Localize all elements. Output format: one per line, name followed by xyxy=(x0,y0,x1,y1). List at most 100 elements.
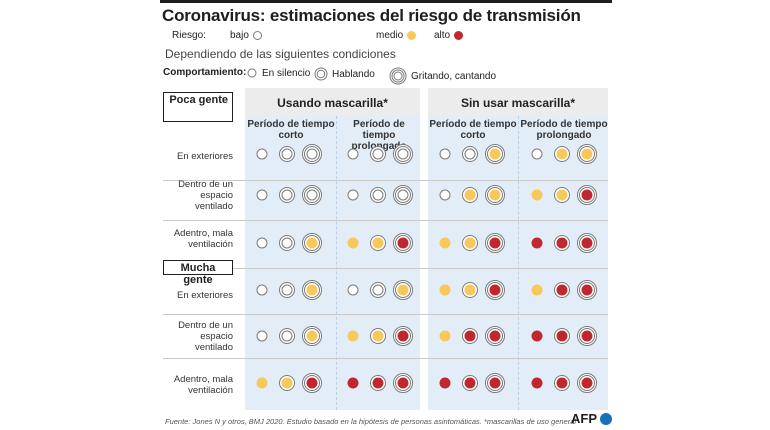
risk-dot xyxy=(439,377,451,389)
risk-level-dot xyxy=(372,189,384,201)
behavior-talking-label: Hablando xyxy=(332,68,375,80)
risk-level-dot xyxy=(439,377,451,389)
risk-dot xyxy=(393,233,413,253)
risk-level-dot xyxy=(347,148,359,160)
risk-level-dot xyxy=(372,377,384,389)
risk-dot xyxy=(531,237,543,249)
risk-level-dot xyxy=(306,148,318,160)
risk-level-dot xyxy=(531,148,543,160)
risk-dot xyxy=(347,377,359,389)
risk-dot xyxy=(577,185,597,205)
risk-level-dot xyxy=(464,237,476,249)
block-label-few-people: Poca gente xyxy=(163,92,233,122)
risk-level-dot xyxy=(397,284,409,296)
risk-level-dot xyxy=(439,284,451,296)
risk-level-dot xyxy=(439,237,451,249)
risk-dot xyxy=(302,144,322,164)
risk-level-dot xyxy=(556,148,568,160)
risk-dot xyxy=(462,235,478,251)
risk-dot xyxy=(577,233,597,253)
risk-level-dot xyxy=(306,237,318,249)
row-label: En exteriores xyxy=(177,151,233,162)
risk-level-dot xyxy=(256,377,268,389)
risk-level-dot xyxy=(531,377,543,389)
risk-level-dot xyxy=(464,330,476,342)
risk-level-dot xyxy=(489,237,501,249)
risk-dot xyxy=(256,284,268,296)
risk-dot xyxy=(577,373,597,393)
risk-dot xyxy=(256,377,268,389)
risk-level-dot xyxy=(556,377,568,389)
risk-dot xyxy=(279,375,295,391)
risk-dot xyxy=(462,282,478,298)
risk-level-dot xyxy=(489,189,501,201)
risk-level-dot xyxy=(439,189,451,201)
risk-table: Poca gente Mucha gente Usando mascarilla… xyxy=(163,88,608,410)
risk-level-dot xyxy=(581,284,593,296)
risk-dot xyxy=(531,377,543,389)
divider-no-mask xyxy=(518,116,519,410)
risk-dot xyxy=(439,284,451,296)
risk-medium-label: medio xyxy=(376,30,404,41)
risk-dot xyxy=(439,148,451,160)
risk-level-dot xyxy=(372,284,384,296)
risk-level-dot xyxy=(256,148,268,160)
row-divider xyxy=(163,358,608,359)
agency-logo: AFP xyxy=(571,411,613,426)
risk-level-dot xyxy=(439,330,451,342)
risk-level-dot xyxy=(256,189,268,201)
risk-dot xyxy=(554,187,570,203)
risk-dot xyxy=(347,330,359,342)
risk-level-dot xyxy=(306,284,318,296)
risk-level-dot xyxy=(556,189,568,201)
risk-legend-item-medium: medio xyxy=(376,30,417,41)
row-divider xyxy=(163,220,608,221)
chart-title: Coronavirus: estimaciones del riesgo de … xyxy=(162,6,581,25)
risk-level-dot xyxy=(531,189,543,201)
risk-dot xyxy=(347,284,359,296)
risk-legend-label: Riesgo: xyxy=(172,30,206,41)
period-short-no-mask: Período de tiempo corto xyxy=(429,119,517,141)
risk-dot xyxy=(554,235,570,251)
row-label: Adentro, mala ventilación xyxy=(173,374,233,396)
risk-dot xyxy=(554,146,570,162)
risk-dot xyxy=(370,328,386,344)
header-bg-no-mask xyxy=(428,88,608,116)
risk-dot xyxy=(256,330,268,342)
risk-dot xyxy=(554,328,570,344)
risk-level-dot xyxy=(256,284,268,296)
behavior-silent: En silencio xyxy=(246,67,310,79)
risk-dot xyxy=(256,237,268,249)
risk-legend-item-low: bajo xyxy=(230,30,262,41)
risk-level-dot xyxy=(281,148,293,160)
risk-dot xyxy=(485,144,505,164)
block-label-many-people: Mucha gente xyxy=(163,260,233,286)
row-label: Dentro de un espacio ventilado xyxy=(178,320,233,353)
risk-dot xyxy=(485,233,505,253)
risk-dot xyxy=(279,328,295,344)
period-long-no-mask: Período de tiempo prolongado xyxy=(520,119,608,141)
risk-level-dot xyxy=(581,330,593,342)
risk-dot xyxy=(302,280,322,300)
risk-level-dot xyxy=(464,148,476,160)
risk-dot xyxy=(370,146,386,162)
row-divider xyxy=(163,180,608,181)
risk-level-dot xyxy=(531,330,543,342)
risk-dot xyxy=(279,235,295,251)
risk-legend-item-high: alto xyxy=(434,30,464,41)
risk-dot xyxy=(485,185,505,205)
row-label: En exteriores xyxy=(177,290,233,301)
risk-level-dot xyxy=(556,330,568,342)
high-risk-dot-icon xyxy=(454,31,464,40)
risk-level-dot xyxy=(347,237,359,249)
risk-dot xyxy=(393,185,413,205)
risk-level-dot xyxy=(306,330,318,342)
risk-level-dot xyxy=(556,237,568,249)
conditions-subtitle: Dependiendo de las siguientes condicione… xyxy=(165,47,396,61)
risk-level-dot xyxy=(397,189,409,201)
row-divider xyxy=(163,268,608,269)
row-divider xyxy=(163,314,608,315)
risk-level-dot xyxy=(489,330,501,342)
column-bg-mask xyxy=(245,116,420,410)
risk-high-label: alto xyxy=(434,30,451,41)
